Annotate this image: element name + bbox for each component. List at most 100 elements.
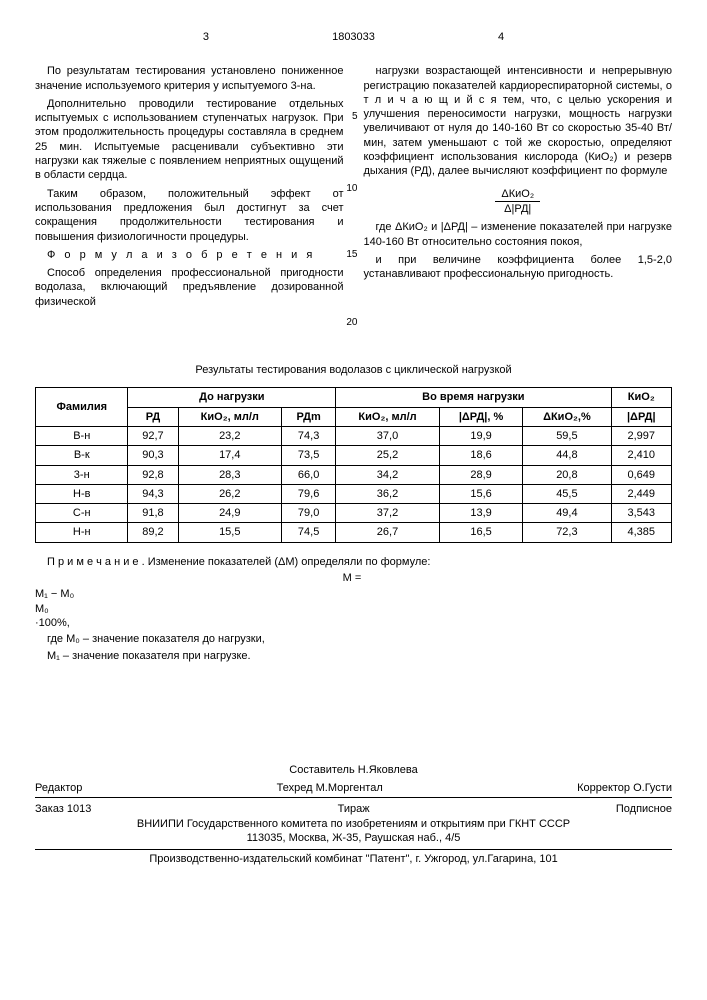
table-cell: 79,6: [282, 484, 336, 503]
th-drd-last: |ΔРД|: [611, 407, 671, 426]
table-row: В-к90,317,473,525,218,644,82,410: [36, 446, 672, 465]
table-cell: 73,5: [282, 446, 336, 465]
para: Способ определения профессиональной приг…: [35, 266, 344, 309]
tehred: Техред М.Моргентал: [277, 781, 383, 795]
table-cell: 0,649: [611, 465, 671, 484]
table-cell: 28,3: [178, 465, 282, 484]
table-cell: 59,5: [523, 426, 611, 445]
table-cell: 37,0: [336, 426, 440, 445]
page-right: 4: [498, 30, 504, 44]
table-cell: 37,2: [336, 504, 440, 523]
publisher: Производственно-издательский комбинат "П…: [35, 849, 672, 866]
formula: ΔКиО₂ Δ|РД|: [364, 183, 673, 221]
table-cell: В-к: [36, 446, 128, 465]
line-number: 15: [346, 248, 357, 261]
table-cell: Н-н: [36, 523, 128, 542]
line-number: 20: [346, 316, 357, 329]
vniiipi: ВНИИПИ Государственного комитета по изоб…: [35, 817, 672, 831]
table-cell: 44,8: [523, 446, 611, 465]
address: 113035, Москва, Ж-35, Раушская наб., 4/5: [35, 831, 672, 845]
th-before: До нагрузки: [128, 388, 336, 407]
table-cell: 90,3: [128, 446, 178, 465]
table-row: С-н91,824,979,037,213,949,43,543: [36, 504, 672, 523]
results-table: Фамилия До нагрузки Во время нагрузки Ки…: [35, 387, 672, 542]
table-cell: 74,3: [282, 426, 336, 445]
table-row: 3-н92,828,366,034,228,920,80,649: [36, 465, 672, 484]
table-cell: 89,2: [128, 523, 178, 542]
table-cell: 17,4: [178, 446, 282, 465]
table-cell: 26,2: [178, 484, 282, 503]
para: нагрузки возрастающей интенсивности и не…: [364, 64, 673, 178]
table-cell: 28,9: [439, 465, 523, 484]
table-cell: 4,385: [611, 523, 671, 542]
para: и при величине коэффициента более 1,5-2,…: [364, 253, 673, 282]
table-cell: 3,543: [611, 504, 671, 523]
right-column: нагрузки возрастающей интенсивности и не…: [364, 64, 673, 313]
table-cell: 19,9: [439, 426, 523, 445]
doc-number: 1803033: [332, 30, 375, 44]
table-cell: 25,2: [336, 446, 440, 465]
table-cell: 13,9: [439, 504, 523, 523]
note-frac-den: M₀: [35, 602, 672, 616]
table-row: Н-в94,326,279,636,215,645,52,449: [36, 484, 672, 503]
frac-num: ΔКиО₂: [495, 187, 540, 202]
table-body: В-н92,723,274,337,019,959,52,997В-к90,31…: [36, 426, 672, 542]
table-cell: 2,410: [611, 446, 671, 465]
left-column: По результатам тестирования установлено …: [35, 64, 344, 313]
table-cell: 24,9: [178, 504, 282, 523]
th-kio2-ml2: КиО₂, мл/л: [336, 407, 440, 426]
note-suffix: ·100%,: [35, 617, 70, 629]
para: Дополнительно проводили тестирование отд…: [35, 97, 344, 183]
para: где ΔКиО₂ и |ΔРД| – изменение показателе…: [364, 220, 673, 249]
table-cell: 45,5: [523, 484, 611, 503]
table-cell: 26,7: [336, 523, 440, 542]
formula-heading: Ф о р м у л а и з о б р е т е н и я: [35, 248, 344, 262]
line-number: 5: [352, 110, 358, 123]
table-cell: 36,2: [336, 484, 440, 503]
table-cell: 34,2: [336, 465, 440, 484]
two-column-body: По результатам тестирования установлено …: [35, 64, 672, 313]
table-cell: 66,0: [282, 465, 336, 484]
page-left: 3: [203, 30, 209, 44]
table-cell: 72,3: [523, 523, 611, 542]
table-cell: 18,6: [439, 446, 523, 465]
note-m0: где M₀ – значение показателя до нагрузки…: [35, 632, 672, 646]
table-cell: 3-н: [36, 465, 128, 484]
table-cell: 79,0: [282, 504, 336, 523]
table-cell: 16,5: [439, 523, 523, 542]
line-number: 10: [346, 182, 357, 195]
para: По результатам тестирования установлено …: [35, 64, 344, 93]
table-cell: 91,8: [128, 504, 178, 523]
table-cell: 15,5: [178, 523, 282, 542]
th-kio2-ml: КиО₂, мл/л: [178, 407, 282, 426]
compiler-line: Составитель Н.Яковлева: [35, 763, 672, 777]
table-cell: 15,6: [439, 484, 523, 503]
th-during: Во время нагрузки: [336, 388, 611, 407]
table-cell: 94,3: [128, 484, 178, 503]
frac-den: Δ|РД|: [495, 202, 540, 216]
korrektor: Корректор О.Густи: [577, 781, 672, 795]
table-cell: 20,8: [523, 465, 611, 484]
editor: Редактор: [35, 781, 82, 795]
table-row: В-н92,723,274,337,019,959,52,997: [36, 426, 672, 445]
footer-block: Составитель Н.Яковлева Редактор Техред М…: [35, 763, 672, 867]
note-block: П р и м е ч а н и е . Изменение показате…: [35, 555, 672, 663]
th-rd: РД: [128, 407, 178, 426]
table-title: Результаты тестирования водолазов с цикл…: [35, 363, 672, 377]
podpisnoe: Подписное: [616, 802, 672, 816]
table-cell: 92,8: [128, 465, 178, 484]
divider: [35, 797, 672, 798]
th-rdm: РДm: [282, 407, 336, 426]
para: Таким образом, положительный эффект от и…: [35, 187, 344, 244]
table-cell: 2,449: [611, 484, 671, 503]
table-cell: 23,2: [178, 426, 282, 445]
th-drd: |ΔРД|, %: [439, 407, 523, 426]
zakaz: Заказ 1013: [35, 802, 91, 816]
note-m1: M₁ – значение показателя при нагрузке.: [35, 649, 672, 663]
note-heading: П р и м е ч а н и е . Изменение показате…: [35, 555, 672, 569]
th-familia: Фамилия: [36, 388, 128, 427]
table-cell: С-н: [36, 504, 128, 523]
th-kio2-last: КиО₂: [611, 388, 671, 407]
th-dkio2: ΔКиО₂,%: [523, 407, 611, 426]
table-cell: 74,5: [282, 523, 336, 542]
